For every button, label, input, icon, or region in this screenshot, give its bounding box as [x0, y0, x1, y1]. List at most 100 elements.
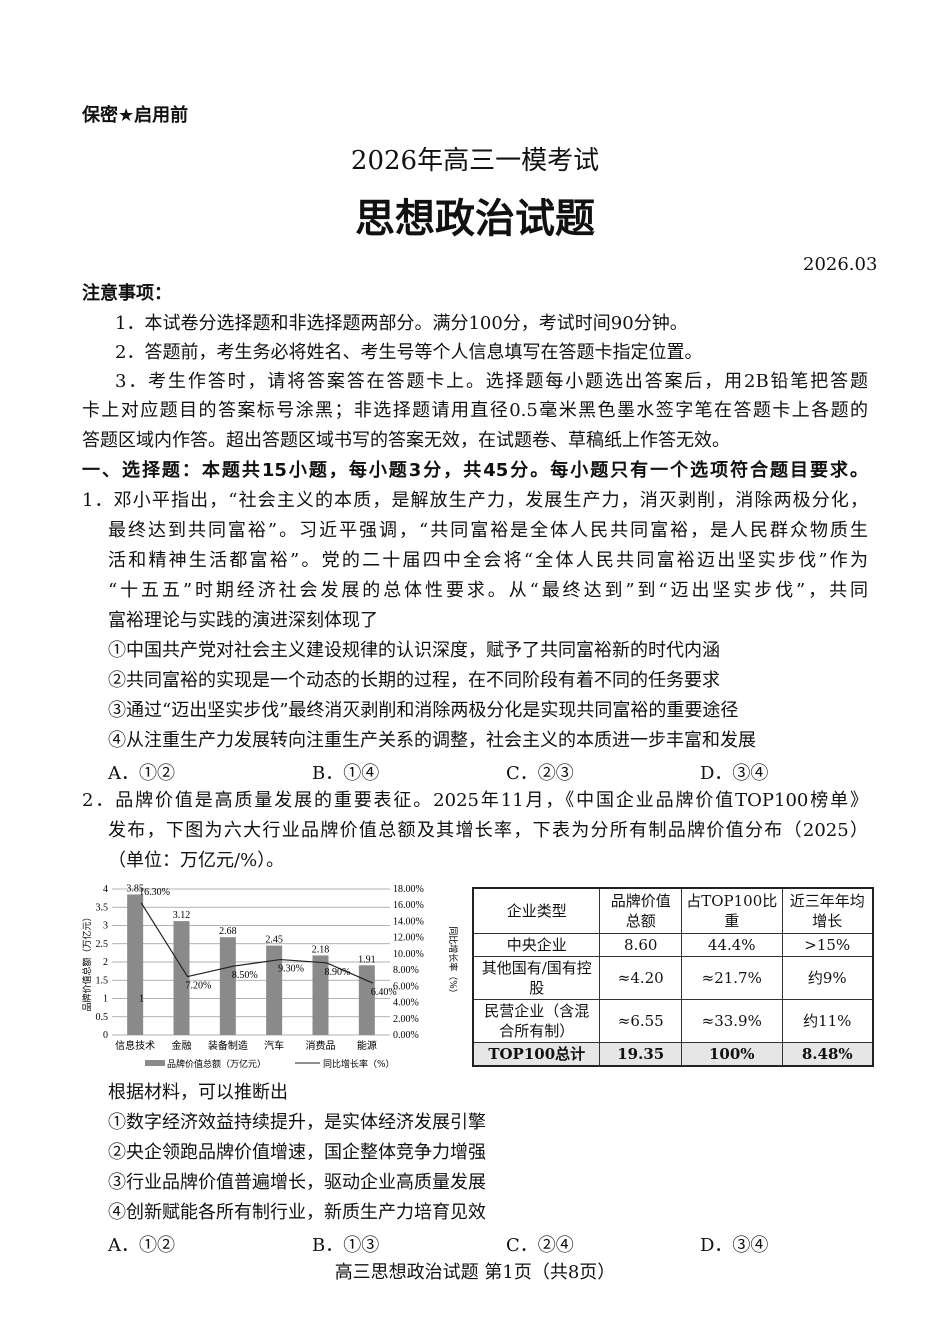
question-1-text: 富裕理论与实践的演进深刻体现了	[108, 610, 378, 631]
table-row: 民营企业（含混合所有制） ≈6.55 ≈33.9% 约11%	[472, 999, 874, 1043]
table-header-cell: 占TOP100比重	[680, 887, 783, 934]
subject-title: 思想政治试题	[355, 196, 595, 242]
section-heading: 一、选择题：本题共15小题，每小题3分，共45分。每小题只有一个选项符合题目要求…	[82, 460, 868, 481]
notes-line: 2．答题前，考生务必将姓名、考生号等个人信息填写在答题卡指定位置。	[115, 342, 703, 363]
y-tick-label: 2.5	[96, 939, 109, 950]
y2-axis-label: 同比增长率（%）	[447, 926, 459, 998]
x-tick-label: 汽车	[264, 1039, 284, 1052]
y-tick-label: 0.5	[96, 1012, 109, 1023]
question-1-option[interactable]: D．③④	[700, 763, 769, 784]
question-1-text: “十五五”时期经济社会发展的总体性要求。从“最终达到”到“迈出坚实步伐”，共同	[108, 580, 868, 601]
y2-tick-label: 18.00%	[393, 884, 424, 895]
bar	[219, 937, 236, 1035]
y2-tick-label: 6.00%	[393, 981, 419, 992]
line-value-label: 6.40%	[371, 987, 397, 998]
y-axis-label: 品牌价值总额（万亿元）	[81, 912, 93, 1011]
table-row: 中央企业 8.60 44.4% >15%	[472, 933, 874, 957]
table-cell: TOP100总计	[472, 1042, 601, 1067]
bar	[312, 955, 329, 1035]
question-2-statement: ③行业品牌价值普遍增长，驱动企业高质量发展	[108, 1172, 486, 1193]
y-tick-label: 0	[103, 1030, 108, 1041]
table-cell: >15%	[781, 933, 874, 957]
notes-line: 卡上对应题目的答案标号涂黑；非选择题请用直径0.5毫米黑色墨水签字笔在答题卡上各…	[82, 400, 868, 421]
growth-rate-line	[140, 902, 374, 984]
table-cell: 44.4%	[680, 933, 783, 957]
notes-line: 1．本试卷分选择题和非选择题两部分。满分100分，考试时间90分钟。	[115, 313, 688, 334]
table-row: 其他国有/国有控股 ≈4.20 ≈21.7% 约9%	[472, 956, 874, 1000]
y2-tick-label: 0.00%	[393, 1030, 419, 1041]
bar	[127, 894, 144, 1035]
exam-title: 2026年高三一模考试	[350, 146, 600, 176]
table-cell: 19.35	[599, 1042, 682, 1067]
question-1-statement: ②共同富裕的实现是一个动态的长期的过程，在不同阶段有着不同的任务要求	[108, 670, 720, 691]
table-cell: ≈33.9%	[680, 999, 783, 1043]
question-2-option[interactable]: B．①③	[312, 1235, 380, 1256]
question-2-statement: ④创新赋能各所有制行业，新质生产力培育见效	[108, 1202, 486, 1223]
question-2-text: （单位：万亿元/%）。	[108, 850, 285, 871]
question-2-option[interactable]: D．③④	[700, 1235, 769, 1256]
question-2-option[interactable]: A．①②	[108, 1235, 175, 1256]
page-footer: 高三思想政治试题 第1页（共8页）	[334, 1262, 616, 1283]
question-2-statement: ①数字经济效益持续提升，是实体经济发展引擎	[108, 1112, 486, 1133]
question-1-option[interactable]: C．②③	[506, 763, 574, 784]
x-tick-label: 能源	[357, 1039, 377, 1052]
x-tick-label: 装备制造	[208, 1039, 248, 1052]
y2-tick-label: 10.00%	[393, 949, 424, 960]
notes-title: 注意事项：	[82, 283, 172, 304]
ownership-table: 企业类型 品牌价值总额 占TOP100比重 近三年年均增长 中央企业 8.60 44.4% >…	[472, 887, 874, 1067]
question-1-statement: ④从注重生产力发展转向注重生产关系的调整，社会主义的本质进一步丰富和发展	[108, 730, 756, 751]
question-2-option[interactable]: C．②④	[506, 1235, 574, 1256]
confidential-label: 保密★启用前	[82, 105, 189, 126]
question-1-statement: ③通过“迈出坚实步伐”最终消灭剥削和消除两极分化是实现共同富裕的重要途径	[108, 700, 739, 721]
y2-tick-label: 14.00%	[393, 916, 424, 927]
table-row: TOP100总计 19.35 100% 8.48%	[472, 1042, 874, 1067]
question-2-statement: ②央企领跑品牌价值增速，国企整体竞争力增强	[108, 1142, 486, 1163]
question-1-option[interactable]: A．①②	[108, 763, 175, 784]
legend-bar-label: 品牌价值总额（万亿元）	[167, 1058, 266, 1070]
table-cell: 8.60	[599, 933, 682, 957]
table-cell: 民营企业（含混合所有制）	[472, 999, 601, 1043]
table-cell: ≈4.20	[599, 956, 682, 1000]
bar-value-label: 3.85	[126, 883, 143, 894]
y2-tick-label: 16.00%	[393, 900, 424, 911]
y-tick-label: 1.5	[96, 975, 109, 986]
question-2-text: 发布，下图为六大行业品牌价值总额及其增长率，下表为分所有制品牌价值分布（2025…	[108, 820, 868, 841]
y-tick-label: 2	[103, 957, 108, 968]
table-cell: 中央企业	[472, 933, 601, 957]
bar-value-label: 1.91	[358, 954, 376, 965]
table-header-row: 企业类型 品牌价值总额 占TOP100比重 近三年年均增长	[472, 887, 874, 934]
y-tick-label: 4	[103, 884, 108, 895]
line-value-label: 8.90%	[325, 967, 351, 978]
table-cell: ≈6.55	[599, 999, 682, 1043]
bar-value-label: 2.45	[265, 935, 283, 946]
notes-line: 答题区域内作答。超出答题区域书写的答案无效，在试题卷、草稿纸上作答无效。	[82, 430, 730, 451]
table-cell: 其他国有/国有控股	[472, 956, 601, 1000]
x-tick-label: 信息技术	[115, 1039, 155, 1052]
table-cell: 约11%	[781, 999, 874, 1043]
x-tick-label: 金融	[172, 1039, 192, 1052]
bar	[266, 945, 283, 1035]
legend-line-label: 同比增长率（%）	[323, 1058, 395, 1070]
y-tick-label: 1	[103, 994, 108, 1005]
bar	[358, 965, 375, 1035]
line-value-label: 9.30%	[278, 964, 304, 975]
bar	[173, 921, 190, 1035]
y2-tick-label: 2.00%	[393, 1014, 419, 1025]
y2-tick-label: 12.00%	[393, 933, 424, 944]
question-2-text: 2．品牌价值是高质量发展的重要表征。2025年11月，《中国企业品牌价值TOP1…	[82, 790, 868, 811]
bar-value-label: 2.18	[312, 944, 330, 955]
table-header-cell: 品牌价值总额	[599, 887, 682, 934]
question-1-option[interactable]: B．①④	[312, 763, 380, 784]
question-1-text: 1．邓小平指出，“社会主义的本质，是解放生产力，发展生产力，消灭剥削，消除两极分…	[82, 490, 868, 511]
table-cell: ≈21.7%	[680, 956, 783, 1000]
bar-value-label: 2.68	[219, 926, 237, 937]
question-1-text: 最终达到共同富裕”。习近平强调，“共同富裕是全体人民共同富裕，是人民群众物质生	[108, 520, 868, 541]
question-2-prompt: 根据材料，可以推断出	[108, 1082, 288, 1103]
line-value-label: 8.50%	[232, 970, 258, 981]
y-tick-label: 3	[103, 921, 108, 932]
line-value-label: 7.20%	[186, 981, 212, 992]
table-header-cell: 企业类型	[472, 887, 601, 934]
notes-line: 3．考生作答时，请将答案答在答题卡上。选择题每小题选出答案后，用2B铅笔把答题	[115, 371, 868, 392]
line-value-label: 16.30%	[139, 887, 170, 898]
